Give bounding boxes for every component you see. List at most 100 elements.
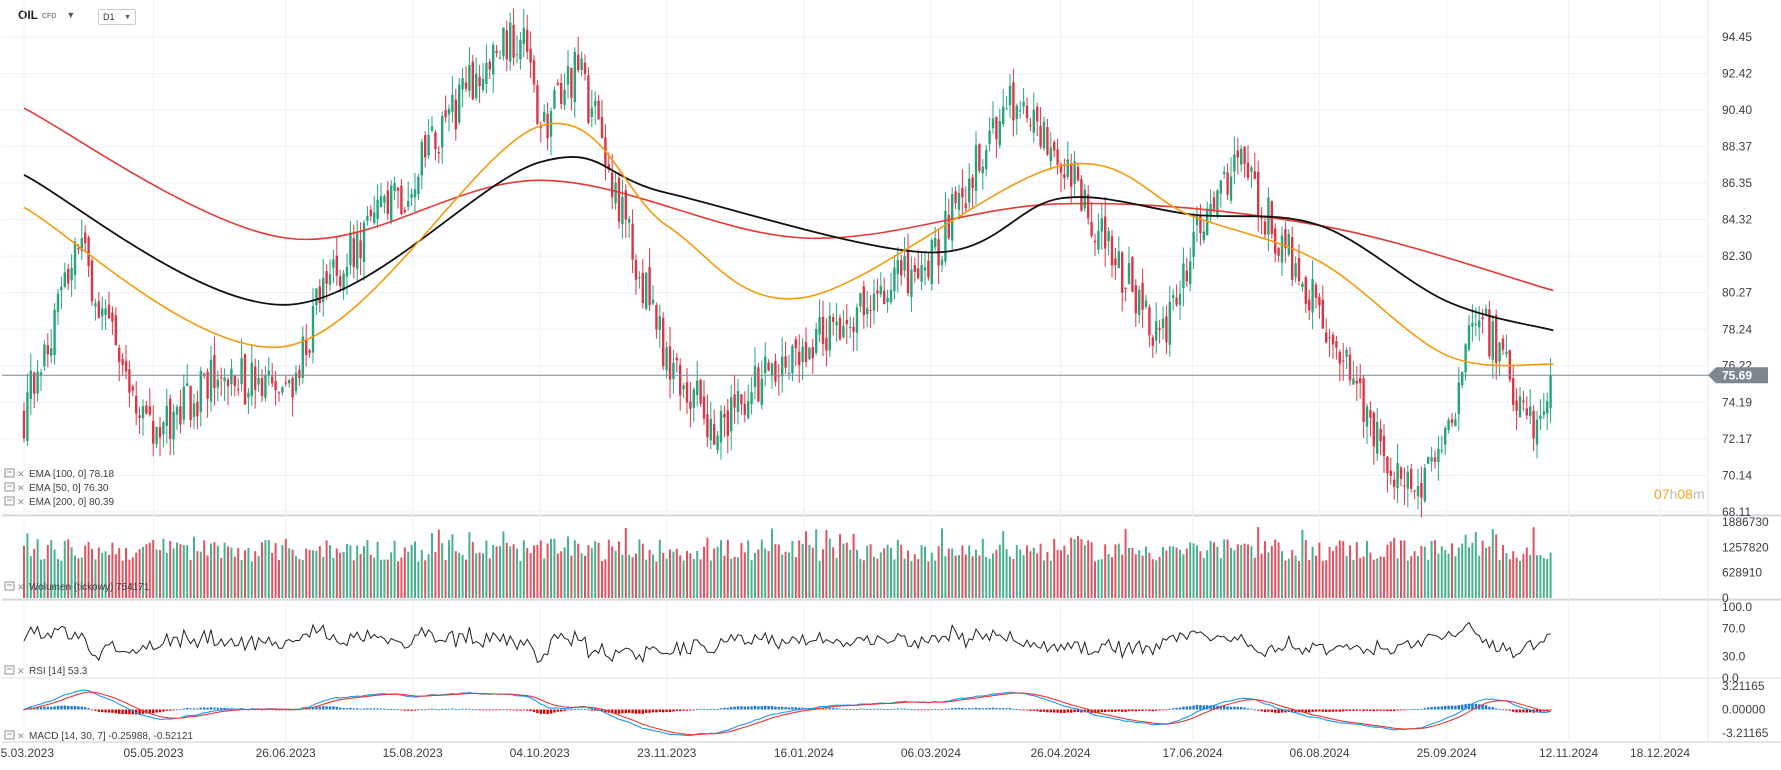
volume-bar <box>662 552 665 598</box>
volume-bar <box>1304 539 1307 598</box>
macd-histogram-bar <box>1379 709 1382 711</box>
candle-body <box>634 259 638 280</box>
macd-histogram-bar <box>849 709 852 710</box>
candle-body <box>1382 435 1386 456</box>
macd-histogram-bar <box>444 708 447 710</box>
volume-bar <box>767 551 770 598</box>
volume-bar <box>818 560 821 598</box>
volume-bar <box>886 544 889 598</box>
macd-histogram-bar <box>539 709 542 714</box>
volume-bar <box>57 559 59 598</box>
volume-bar <box>434 552 437 598</box>
candle-body <box>1359 378 1362 384</box>
candle-body <box>430 126 434 131</box>
macd-histogram-bar <box>753 705 757 710</box>
volume-bar <box>618 541 620 598</box>
macd-histogram-bar <box>1182 706 1185 710</box>
candle-body <box>175 406 179 415</box>
candle-body <box>716 435 719 451</box>
candle-body <box>148 406 151 415</box>
candle-body <box>1355 380 1358 384</box>
macd-histogram-bar <box>770 705 774 710</box>
candle-body <box>896 260 899 275</box>
volume-bar <box>1145 546 1147 598</box>
volume-bar <box>975 549 977 598</box>
candle-body <box>417 176 420 195</box>
macd-histogram-bar <box>1141 709 1144 711</box>
macd-histogram-bar <box>1433 706 1437 710</box>
volume-bar <box>985 557 988 598</box>
volume-bar <box>155 549 158 598</box>
candle-body <box>1481 317 1484 320</box>
symbol-selector[interactable]: OIL CFD ▼ <box>18 8 75 22</box>
volume-bar <box>1162 547 1164 598</box>
volume-bar <box>696 550 699 598</box>
close-icon: ✕ <box>17 483 25 493</box>
macd-histogram-bar <box>220 707 223 710</box>
volume-bar <box>1165 550 1168 598</box>
macd-histogram-bar <box>906 709 910 711</box>
volume-bar <box>1148 552 1151 598</box>
settings-icon <box>4 665 15 675</box>
volume-bar <box>1508 559 1511 598</box>
macd-histogram-bar <box>1161 709 1165 711</box>
volume-bar <box>624 527 627 598</box>
candle-body <box>1172 295 1175 298</box>
candle-body <box>26 392 29 441</box>
candle-body <box>308 350 311 353</box>
candle-body <box>29 370 32 400</box>
macd-histogram-bar <box>917 709 920 711</box>
macd-histogram-bar <box>424 709 427 711</box>
volume-bar <box>373 557 376 598</box>
candle-body <box>80 238 83 252</box>
macd-histogram-bar <box>961 707 964 710</box>
macd-histogram-bar <box>730 707 733 710</box>
candle-body <box>1070 163 1073 187</box>
volume-bar <box>1189 542 1192 598</box>
volume-bar <box>567 536 569 598</box>
macd-histogram-bar <box>1382 709 1386 711</box>
macd-histogram-bar <box>1389 709 1392 712</box>
macd-histogram-bar <box>1121 709 1124 712</box>
candle-body <box>1301 283 1304 288</box>
interval-selector[interactable]: D1 ▼ <box>98 9 136 25</box>
volume-bar <box>1434 540 1436 598</box>
candle-body <box>145 405 148 414</box>
macd-histogram-bar <box>740 706 743 710</box>
macd-histogram-bar <box>1308 709 1311 713</box>
macd-histogram-bar <box>1461 704 1464 710</box>
macd-histogram-bar <box>430 708 434 710</box>
y-tick-label: 0.00000 <box>1722 703 1766 717</box>
macd-histogram-bar <box>1535 709 1539 713</box>
volume-bar <box>1216 546 1219 598</box>
macd-histogram-bar <box>135 709 138 715</box>
candle-body <box>349 232 352 266</box>
macd-histogram-bar <box>1311 709 1314 712</box>
macd-histogram-bar <box>420 709 423 711</box>
volume-bar <box>87 541 90 598</box>
macd-histogram-bar <box>63 705 66 710</box>
volume-bar <box>451 534 454 598</box>
candle-body <box>1090 221 1093 236</box>
candle-body <box>97 301 100 318</box>
candle-body <box>124 360 128 372</box>
volume-bar <box>1372 559 1375 598</box>
macd-histogram-bar <box>883 709 886 710</box>
volume-bar <box>1338 540 1341 598</box>
volume-bar <box>67 539 70 598</box>
volume-bars <box>23 527 1552 598</box>
x-tick-label: 26.04.2024 <box>1030 746 1090 760</box>
candle-body <box>277 392 281 394</box>
candle-body <box>607 164 610 170</box>
volume-bar <box>1005 549 1008 598</box>
candle-body <box>192 403 196 418</box>
macd-histogram-bar <box>488 709 491 711</box>
volume-bar <box>546 543 549 598</box>
volume-bar <box>1376 558 1379 598</box>
candle-body <box>131 386 134 391</box>
volume-bar <box>1158 556 1161 598</box>
x-tick-label: 16.01.2024 <box>774 746 834 760</box>
volume-bar <box>641 543 644 598</box>
x-tick-label: 06.03.2024 <box>901 746 961 760</box>
